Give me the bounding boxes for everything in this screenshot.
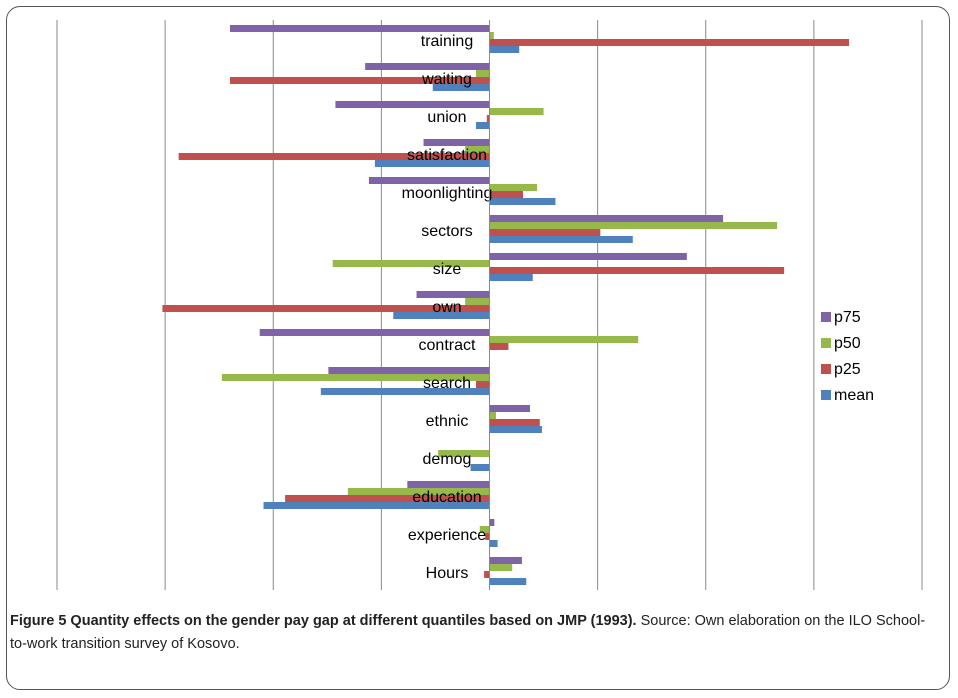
bar [489, 578, 527, 585]
bar [479, 526, 490, 533]
bar [489, 222, 778, 229]
x-tick-label: -0.02 [363, 599, 400, 600]
legend-label: mean [834, 387, 874, 404]
x-tick-label: 0.02 [582, 599, 613, 600]
bar [332, 260, 490, 267]
bar [328, 367, 490, 374]
bar [259, 329, 490, 336]
bar [489, 32, 494, 39]
y-tick-label: union [427, 109, 466, 126]
bar [438, 450, 490, 457]
bar [335, 101, 490, 108]
bar [465, 298, 490, 305]
bar [489, 215, 724, 222]
bar [486, 115, 490, 122]
y-tick-label: Hours [426, 565, 469, 582]
bar [230, 25, 490, 32]
bar [489, 412, 496, 419]
y-tick-label: sectors [421, 223, 473, 240]
bar [489, 253, 687, 260]
bar [416, 291, 490, 298]
legend-label: p50 [834, 335, 861, 352]
legend-swatch [821, 312, 831, 322]
bar [393, 312, 490, 319]
x-tick-label: 0.08 [906, 599, 937, 600]
bar [475, 381, 490, 388]
chart: -0.08 -0.06 -0.04 -0.02 0 0.02 0.04 0.06 0.08 tra… [39, 20, 938, 600]
y-tick-label: demog [423, 451, 472, 468]
legend-swatch [821, 338, 831, 348]
legend-swatch [821, 390, 831, 400]
legend-label: p25 [834, 361, 861, 378]
figure-frame [6, 6, 950, 690]
y-tick-label: training [421, 33, 473, 50]
bar [489, 198, 556, 205]
bar [489, 267, 785, 274]
caption-title: Figure 5 Quantity effects on the gender … [10, 613, 637, 629]
bar [489, 236, 633, 243]
bar [489, 229, 601, 236]
bar [489, 426, 542, 433]
y-tick-label: contract [419, 337, 476, 354]
legend-label: p75 [834, 309, 861, 326]
bar [489, 184, 538, 191]
bar [489, 557, 522, 564]
bar [374, 160, 490, 167]
x-tick-label: -0.08 [39, 599, 76, 600]
y-tick-label: waiting [421, 71, 472, 88]
bar [470, 464, 490, 471]
bar [484, 571, 490, 578]
bar [489, 108, 544, 115]
bar [489, 419, 540, 426]
bar [285, 495, 490, 502]
bar [465, 146, 490, 153]
bar [347, 488, 490, 495]
bar [489, 274, 533, 281]
caption: Figure 5 Quantity effects on the gender … [10, 610, 940, 656]
bar [423, 139, 490, 146]
y-tick-label: search [423, 375, 471, 392]
y-tick-label: education [412, 489, 481, 506]
bar [489, 46, 520, 53]
bar [368, 177, 490, 184]
bar [320, 388, 490, 395]
legend-swatch [821, 364, 831, 374]
bar [407, 481, 490, 488]
bar [489, 564, 513, 571]
x-tick-label: -0.06 [147, 599, 184, 600]
bar [489, 343, 509, 350]
bar [489, 519, 495, 526]
bar [489, 191, 524, 198]
y-tick-label: size [433, 261, 462, 278]
x-tick-label: -0.04 [255, 599, 292, 600]
bar [432, 84, 490, 91]
bar [162, 305, 490, 312]
bar [178, 153, 490, 160]
bar [489, 540, 498, 547]
x-tick-label: 0 [485, 599, 494, 600]
bar [221, 374, 490, 381]
x-tick-label: 0.04 [690, 599, 721, 600]
bar [230, 77, 490, 84]
bar [475, 122, 490, 129]
bar [475, 70, 490, 77]
y-tick-label: satisfaction [407, 147, 487, 164]
bar [489, 336, 639, 343]
bar [489, 39, 850, 46]
y-tick-label: own [432, 299, 461, 316]
caption-text: Source: Own elaboration on the ILO Schoo… [10, 613, 926, 652]
bar [365, 63, 490, 70]
bar [263, 502, 490, 509]
y-tick-label: experience [408, 527, 486, 544]
x-tick-label: 0.06 [798, 599, 829, 600]
y-tick-label: moonlighting [402, 185, 493, 202]
y-tick-label: ethnic [426, 413, 469, 430]
bar [485, 533, 490, 540]
bar [489, 405, 531, 412]
